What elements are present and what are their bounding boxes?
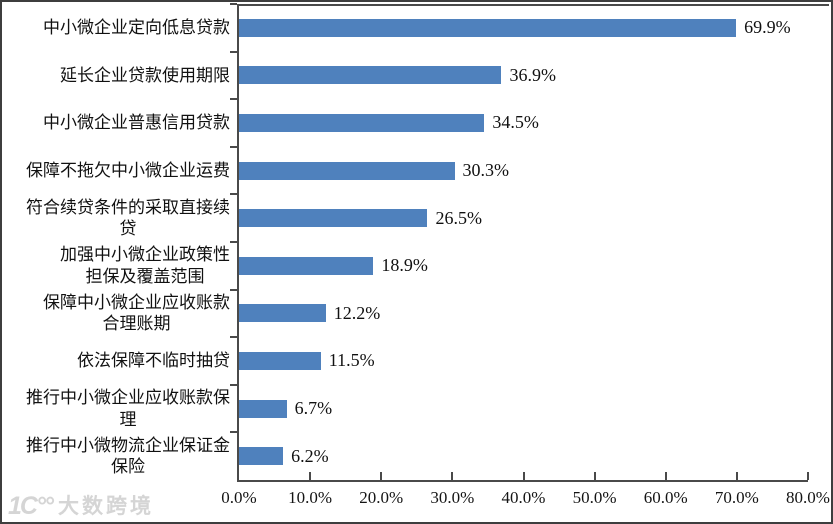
category-label: 中小微企业普惠信用贷款 <box>43 113 230 133</box>
bar-value-label: 69.9% <box>744 17 791 38</box>
bar-row: 34.5% <box>239 99 808 147</box>
bar-row: 36.9% <box>239 52 808 100</box>
category-cell: 中小微企业定向低息贷款 <box>6 4 234 52</box>
bar-value-label: 11.5% <box>328 350 375 371</box>
category-cell: 中小微企业普惠信用贷款 <box>6 99 234 147</box>
x-axis-tick <box>309 472 312 480</box>
bar <box>239 304 326 323</box>
x-axis-tick-label: 40.0% <box>501 488 546 507</box>
bar <box>239 161 455 180</box>
category-axis: 中小微企业定向低息贷款 延长企业贷款使用期限 中小微企业普惠信用贷款 保障不拖欠… <box>6 4 234 480</box>
bar-row: 11.5% <box>239 337 808 385</box>
y-axis-tick <box>230 431 237 434</box>
category-label: 延长企业贷款使用期限 <box>60 65 230 85</box>
y-axis-tick <box>230 98 237 101</box>
x-axis-tick-label: 50.0% <box>572 488 617 507</box>
bar <box>239 351 321 370</box>
category-cell: 保障中小微企业应收账款 合理账期 <box>6 290 234 338</box>
bar <box>239 256 374 275</box>
x-axis-labels: 0.0% 10.0% 20.0% 30.0% 40.0% 50.0% 60.0%… <box>221 488 830 514</box>
category-label: 依法保障不临时抽贷 <box>77 351 230 371</box>
category-cell: 推行中小微企业应收账款保 理 <box>6 385 234 433</box>
bar-value-label: 12.2% <box>333 302 381 323</box>
y-axis-tick <box>230 50 237 53</box>
x-axis-tick-label: 30.0% <box>430 488 475 507</box>
x-axis-tick-label: 20.0% <box>359 488 404 507</box>
bar-value-label: 34.5% <box>492 112 539 133</box>
bar-row: 26.5% <box>239 194 808 242</box>
bar-row: 18.9% <box>239 242 808 290</box>
category-label: 保障中小微企业应收账款 合理账期 <box>43 292 230 334</box>
category-cell: 依法保障不临时抽贷 <box>6 337 234 385</box>
plot-top-border <box>237 4 829 6</box>
x-axis-tick <box>735 472 738 480</box>
category-cell: 符合续贷条件的采取直接续 贷 <box>6 194 234 242</box>
bar-value-label: 6.2% <box>291 445 329 466</box>
x-axis-tick-label: 0.0% <box>221 488 257 507</box>
bar-value-label: 6.7% <box>294 398 333 419</box>
y-axis-tick <box>230 193 237 196</box>
bar <box>239 18 737 37</box>
bar-value-label: 26.5% <box>435 207 482 228</box>
bar <box>239 447 284 466</box>
x-axis-tick <box>664 472 667 480</box>
watermark: 1C°° 大数跨境 <box>8 494 154 519</box>
x-axis-tick <box>807 472 809 480</box>
bar-value-label: 30.3% <box>462 160 510 181</box>
category-label: 保障不拖欠中小微企业运费 <box>26 160 230 180</box>
y-axis-tick <box>230 145 237 148</box>
y-axis-tick <box>230 383 237 386</box>
x-axis-tick <box>380 472 383 480</box>
dashu-logo-icon: 1C°° <box>8 492 54 520</box>
bar-row: 6.2% <box>239 432 808 480</box>
category-label: 中小微企业定向低息贷款 <box>43 18 230 37</box>
category-label: 加强中小微企业政策性 担保及覆盖范围 <box>60 245 230 286</box>
bar-row: 6.7% <box>239 385 808 433</box>
category-cell: 保障不拖欠中小微企业运费 <box>6 147 234 195</box>
bar <box>239 66 502 85</box>
plot-area: 69.9% 36.9% 34.5% 30.3% 26.5% 18.9% 12.2… <box>230 3 809 482</box>
watermark-text: 大数跨境 <box>57 495 154 518</box>
x-axis-tick <box>593 472 596 480</box>
bar <box>239 113 485 132</box>
y-axis-tick <box>230 336 237 339</box>
bar-row: 12.2% <box>239 290 808 338</box>
x-axis-tick <box>522 472 525 480</box>
x-axis-tick-label: 80.0% <box>786 488 830 507</box>
x-axis-tick-label: 10.0% <box>288 488 333 507</box>
category-cell: 延长企业贷款使用期限 <box>6 52 234 100</box>
bar-value-label: 36.9% <box>509 64 556 85</box>
category-label: 符合续贷条件的采取直接续 贷 <box>26 197 230 239</box>
bar-row: 30.3% <box>239 147 808 195</box>
y-axis-tick <box>230 241 237 243</box>
category-cell: 推行中小微物流企业保证金 保险 <box>6 432 234 480</box>
y-axis-tick <box>230 3 237 5</box>
y-axis-tick <box>230 288 237 291</box>
category-cell: 加强中小微企业政策性 担保及覆盖范围 <box>6 242 234 290</box>
x-axis-tick <box>451 472 454 480</box>
category-label: 推行中小微企业应收账款保 理 <box>26 387 230 429</box>
bar-row: 69.9% <box>239 4 808 52</box>
category-label: 推行中小微物流企业保证金 保险 <box>26 435 230 477</box>
bar <box>239 399 287 418</box>
bar-value-label: 18.9% <box>381 255 428 276</box>
bar <box>239 209 428 228</box>
x-axis-tick-label: 60.0% <box>643 488 688 507</box>
x-axis-tick-label: 70.0% <box>714 488 759 507</box>
